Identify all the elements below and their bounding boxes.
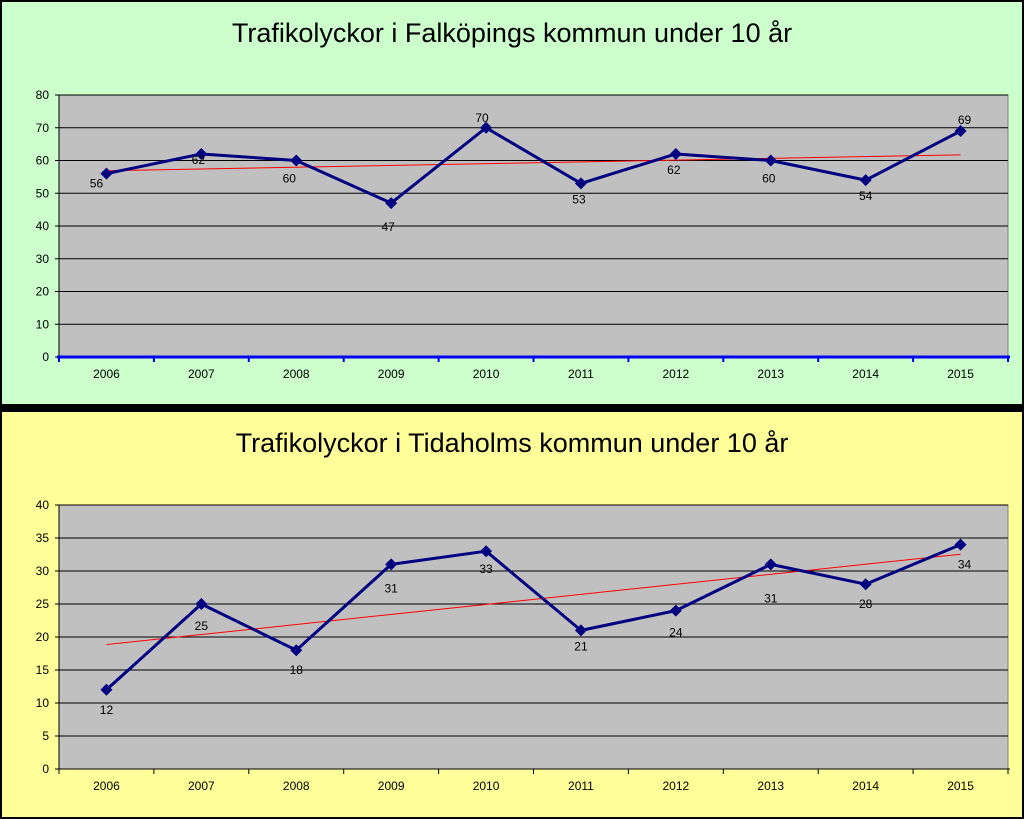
data-point	[669, 147, 682, 160]
data-point	[385, 197, 398, 210]
data-point	[100, 683, 113, 696]
x-tick-label: 2014	[852, 367, 879, 381]
data-label: 60	[762, 172, 776, 186]
data-label: 31	[764, 591, 778, 605]
data-point	[764, 154, 777, 167]
y-tick-label: 70	[36, 121, 50, 135]
y-tick-label: 25	[36, 597, 50, 611]
x-tick-label: 2015	[947, 367, 974, 381]
y-tick-label: 5	[42, 729, 49, 743]
y-tick-label: 0	[42, 350, 49, 364]
x-tick-label: 2011	[568, 779, 594, 793]
data-label: 70	[475, 111, 489, 125]
y-tick-label: 20	[36, 630, 50, 644]
x-tick-label: 2007	[188, 367, 215, 381]
data-label: 60	[283, 172, 297, 186]
data-label: 18	[290, 663, 304, 677]
x-tick-label: 2014	[852, 779, 879, 793]
chart-falkoping: 0 10 20 30 40 50 60 70 80 2006 2007 2008 2009 2010 201…	[36, 88, 1010, 381]
data-label: 31	[384, 581, 398, 595]
trendline	[106, 154, 961, 172]
data-point	[574, 624, 587, 637]
series-line	[106, 126, 962, 205]
x-tick-label: 2008	[283, 367, 310, 381]
data-point	[195, 147, 208, 160]
data-point	[195, 598, 208, 610]
trendline	[106, 553, 961, 646]
y-tick-label: 15	[36, 663, 50, 677]
chart-title: Trafikolyckor i Falköpings kommun under …	[231, 18, 793, 48]
data-label: 34	[958, 558, 972, 572]
data-point	[100, 167, 113, 180]
data-point	[954, 538, 967, 551]
data-label: 25	[195, 619, 209, 633]
data-point	[480, 545, 493, 558]
x-tick-label: 2013	[757, 367, 784, 381]
data-label: 53	[572, 192, 586, 206]
x-tick-label: 2006	[93, 779, 120, 793]
y-tick-label: 10	[36, 696, 50, 710]
x-tick-label: 2009	[378, 367, 405, 381]
y-tick-label: 60	[36, 154, 50, 168]
x-tick-label: 2009	[378, 779, 405, 793]
y-tick-label: 30	[36, 252, 50, 266]
x-tick-label: 2012	[662, 367, 689, 381]
data-label: 56	[90, 177, 104, 191]
y-tick-label: 80	[36, 88, 50, 102]
y-tick-label: 20	[36, 285, 50, 299]
data-point	[859, 578, 872, 591]
data-label: 28	[859, 597, 873, 611]
x-tick-label: 2013	[757, 779, 784, 793]
y-tick-label: 40	[36, 498, 50, 512]
x-tick-label: 2008	[283, 779, 310, 793]
data-point	[669, 604, 682, 617]
x-tick-label: 2012	[662, 779, 689, 793]
data-label: 62	[192, 153, 206, 167]
x-tick-label: 2010	[473, 367, 500, 381]
x-tick-label: 2015	[947, 779, 974, 793]
x-tick-label: 2011	[568, 367, 594, 381]
y-tick-label: 10	[36, 317, 50, 331]
chart-panel-falkoping: Trafikolyckor i Falköpings kommun under …	[0, 0, 1024, 406]
data-point	[290, 154, 303, 167]
data-label: 69	[958, 113, 972, 127]
data-label: 54	[859, 189, 873, 203]
chart-panel-tidaholm: Trafikolyckor i Tidaholms kommun under 1…	[0, 410, 1024, 819]
x-tick-label: 2010	[473, 779, 500, 793]
data-point	[859, 174, 872, 187]
data-label: 12	[100, 703, 114, 717]
data-point	[574, 177, 587, 190]
data-label: 62	[667, 163, 681, 177]
chart-title: Trafikolyckor i Tidaholms kommun under 1…	[235, 428, 789, 458]
series-line	[105, 543, 962, 691]
y-tick-label: 50	[36, 186, 50, 200]
x-tick-label: 2006	[93, 367, 120, 381]
data-point	[480, 121, 493, 134]
data-point	[290, 644, 303, 657]
y-tick-label: 35	[36, 531, 50, 545]
data-point	[385, 558, 398, 571]
data-label: 24	[669, 626, 683, 640]
y-tick-label: 0	[42, 762, 49, 776]
data-label: 47	[381, 220, 395, 234]
chart-tidaholm: 0 5 10 15 20 25 30 35 40 2006 2007 2008 2009 2010 2011…	[36, 498, 1010, 793]
y-tick-label: 40	[36, 219, 50, 233]
data-label: 33	[479, 562, 493, 576]
data-point	[764, 558, 777, 571]
data-label: 21	[574, 639, 588, 653]
y-tick-label: 30	[36, 564, 50, 578]
x-tick-label: 2007	[188, 779, 215, 793]
